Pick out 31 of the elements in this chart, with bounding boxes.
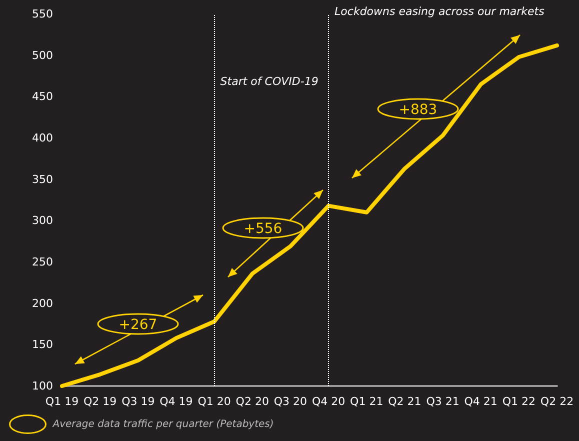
y-tick-label: 400	[32, 132, 53, 144]
y-tick-label: 200	[32, 296, 53, 310]
y-tick-label: 550	[32, 8, 53, 20]
annotation: +267	[118, 317, 158, 333]
x-tick-label: Q1 21	[350, 395, 384, 408]
y-tick-label: 300	[32, 214, 53, 228]
line-series	[60, 43, 559, 388]
y-tick-label: 350	[32, 172, 53, 186]
ref-line-label: Lockdowns easing across our markets	[334, 5, 545, 18]
x-tick-label: Q1 22	[502, 395, 536, 408]
x-tick-label: Q1 19	[45, 395, 79, 408]
annotation: +556	[244, 221, 282, 237]
x-tick-label: Q2 19	[84, 395, 117, 408]
y-tick-label: 250	[32, 256, 53, 268]
x-tick-label: Q4 21	[464, 395, 498, 408]
y-tick-label: 100	[32, 380, 53, 392]
annotation: +883	[398, 102, 438, 118]
y-tick-label: 500	[32, 48, 53, 62]
legend-label: Average data traffic per quarter (Petabytes)	[52, 418, 274, 430]
x-tick-label: Q2 21	[388, 395, 422, 408]
ref-line-label: Start of COVID-19	[220, 75, 318, 88]
x-tick-label: Q3 21	[426, 395, 460, 408]
x-tick-label: Q2 22	[540, 395, 574, 408]
x-tick-label: Q3 19	[122, 395, 155, 408]
x-tick-label: Q4 19	[160, 395, 193, 408]
y-tick-label: 450	[32, 90, 53, 104]
x-tick-label: Q4 20	[312, 395, 346, 408]
x-tick-label: Q2 20	[236, 395, 269, 408]
x-tick-label: Q3 20	[274, 395, 308, 408]
y-tick-label: 150	[32, 338, 53, 352]
x-tick-label: Q1 20	[198, 395, 231, 408]
